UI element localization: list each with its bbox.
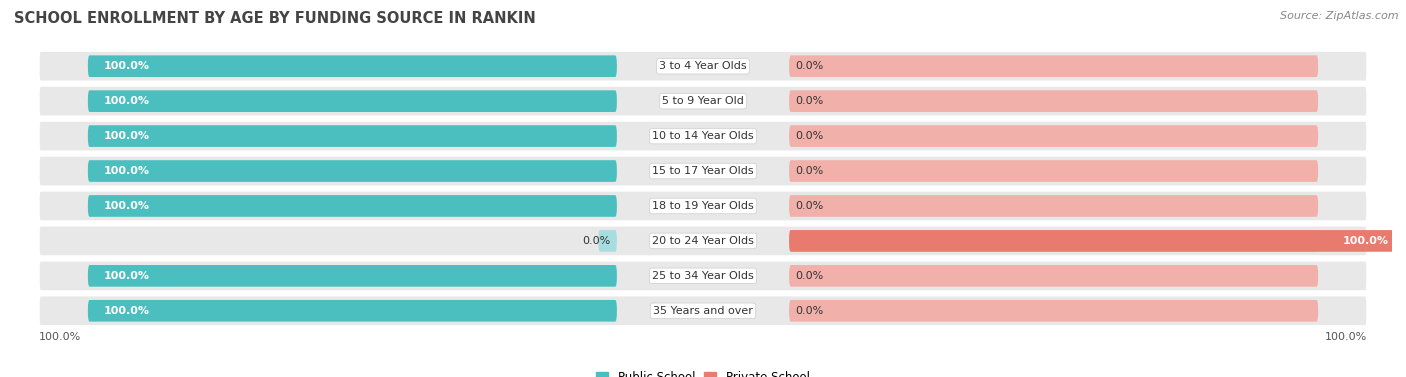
- Legend: Public School, Private School: Public School, Private School: [592, 366, 814, 377]
- FancyBboxPatch shape: [38, 225, 1367, 256]
- FancyBboxPatch shape: [599, 230, 617, 252]
- Text: 5 to 9 Year Old: 5 to 9 Year Old: [662, 96, 744, 106]
- FancyBboxPatch shape: [38, 86, 1367, 116]
- Text: 18 to 19 Year Olds: 18 to 19 Year Olds: [652, 201, 754, 211]
- FancyBboxPatch shape: [87, 300, 617, 322]
- FancyBboxPatch shape: [789, 125, 1319, 147]
- Text: 3 to 4 Year Olds: 3 to 4 Year Olds: [659, 61, 747, 71]
- Text: 100.0%: 100.0%: [1324, 332, 1367, 342]
- FancyBboxPatch shape: [87, 125, 617, 147]
- Text: 0.0%: 0.0%: [582, 236, 610, 246]
- FancyBboxPatch shape: [789, 300, 1319, 322]
- FancyBboxPatch shape: [789, 230, 1405, 252]
- Text: 0.0%: 0.0%: [796, 61, 824, 71]
- FancyBboxPatch shape: [38, 51, 1367, 81]
- Text: 0.0%: 0.0%: [796, 166, 824, 176]
- FancyBboxPatch shape: [38, 191, 1367, 221]
- Text: 10 to 14 Year Olds: 10 to 14 Year Olds: [652, 131, 754, 141]
- Text: 0.0%: 0.0%: [796, 96, 824, 106]
- FancyBboxPatch shape: [38, 121, 1367, 152]
- FancyBboxPatch shape: [87, 195, 617, 217]
- Text: 100.0%: 100.0%: [1343, 236, 1389, 246]
- Text: 15 to 17 Year Olds: 15 to 17 Year Olds: [652, 166, 754, 176]
- Text: 0.0%: 0.0%: [796, 131, 824, 141]
- Text: 100.0%: 100.0%: [103, 201, 149, 211]
- FancyBboxPatch shape: [87, 55, 617, 77]
- Text: 0.0%: 0.0%: [796, 271, 824, 281]
- FancyBboxPatch shape: [38, 296, 1367, 326]
- FancyBboxPatch shape: [87, 265, 617, 287]
- Text: Source: ZipAtlas.com: Source: ZipAtlas.com: [1281, 11, 1399, 21]
- Text: SCHOOL ENROLLMENT BY AGE BY FUNDING SOURCE IN RANKIN: SCHOOL ENROLLMENT BY AGE BY FUNDING SOUR…: [14, 11, 536, 26]
- Text: 100.0%: 100.0%: [103, 131, 149, 141]
- FancyBboxPatch shape: [789, 160, 1319, 182]
- FancyBboxPatch shape: [38, 261, 1367, 291]
- FancyBboxPatch shape: [789, 90, 1319, 112]
- FancyBboxPatch shape: [789, 230, 1319, 252]
- Text: 20 to 24 Year Olds: 20 to 24 Year Olds: [652, 236, 754, 246]
- FancyBboxPatch shape: [87, 90, 617, 112]
- Text: 100.0%: 100.0%: [103, 166, 149, 176]
- Text: 25 to 34 Year Olds: 25 to 34 Year Olds: [652, 271, 754, 281]
- Text: 100.0%: 100.0%: [103, 96, 149, 106]
- Text: 100.0%: 100.0%: [103, 61, 149, 71]
- Text: 0.0%: 0.0%: [796, 201, 824, 211]
- Text: 35 Years and over: 35 Years and over: [652, 306, 754, 316]
- Text: 100.0%: 100.0%: [38, 332, 82, 342]
- FancyBboxPatch shape: [789, 55, 1319, 77]
- Text: 0.0%: 0.0%: [796, 306, 824, 316]
- FancyBboxPatch shape: [87, 160, 617, 182]
- FancyBboxPatch shape: [789, 195, 1319, 217]
- FancyBboxPatch shape: [38, 156, 1367, 186]
- Text: 100.0%: 100.0%: [103, 306, 149, 316]
- FancyBboxPatch shape: [789, 265, 1319, 287]
- Text: 100.0%: 100.0%: [103, 271, 149, 281]
